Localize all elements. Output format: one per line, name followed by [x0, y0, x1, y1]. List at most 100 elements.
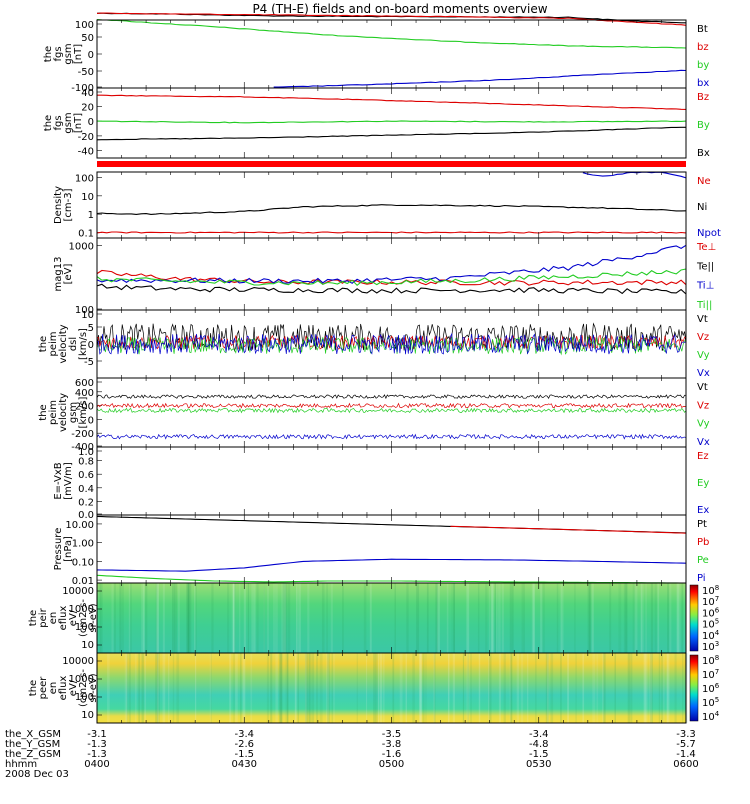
spectrogram-streak: [233, 583, 236, 653]
legend-entry: Ex: [697, 505, 709, 516]
series-line-Vx: [96, 332, 687, 355]
series-line-Vy: [96, 407, 687, 414]
x-axis-row-value: -3.8: [382, 739, 402, 750]
legend-entry: Ti⊥: [696, 281, 714, 292]
spectrogram-streak: [681, 583, 683, 653]
spectrogram-streak: [279, 653, 283, 723]
spectrogram-streak: [488, 653, 492, 723]
spectrogram-streak: [589, 583, 592, 653]
spectrogram-streak: [126, 653, 128, 723]
spectrogram-streak: [229, 653, 232, 723]
spectrogram-streak: [307, 583, 310, 653]
x-axis-row-label: the_Z_GSM: [5, 749, 61, 760]
spectrogram-streak: [155, 583, 158, 653]
y-axis-label-line: Density: [53, 186, 64, 224]
spectrogram-streak: [145, 583, 148, 653]
spectrogram-streak: [614, 653, 616, 723]
panel-frame: [96, 237, 687, 311]
legend-entry: Vt: [697, 314, 708, 325]
y-axis-label-line: fgs: [53, 115, 64, 130]
y-tick-label: 0.1: [78, 228, 94, 239]
spectrogram-streak: [111, 583, 114, 653]
spectrogram-streak: [641, 583, 644, 653]
spectrogram-streak: [527, 653, 529, 723]
spectrogram-streak: [392, 653, 395, 723]
legend-entry: Vy: [697, 419, 710, 430]
y-axis-label-line: en: [48, 612, 59, 625]
colorbar: [689, 654, 699, 722]
y-axis-label-line: eV/: [68, 679, 79, 696]
spectrogram-streak: [491, 583, 493, 653]
spectrogram-streak: [509, 653, 511, 723]
y-axis-label-line: peim: [48, 400, 59, 425]
spectrogram-streak: [603, 653, 606, 723]
y-tick-label: 200: [75, 402, 94, 413]
spectrogram-streak: [282, 583, 286, 653]
panel-frame: [96, 19, 687, 89]
y-tick-label: 10: [81, 640, 94, 651]
spectrogram-streak: [281, 583, 284, 653]
y-tick-label: 400: [75, 388, 94, 399]
spectrogram-streak: [545, 653, 549, 723]
spectrogram-streak: [174, 583, 177, 653]
spectrogram-streak: [247, 583, 249, 653]
spectrogram-streak: [279, 653, 283, 723]
y-axis-label: Pressure [nPa]: [53, 528, 74, 571]
spectrogram-streak: [453, 583, 455, 653]
spectrogram-streak: [369, 583, 372, 653]
series-line-Bz: [97, 94, 687, 110]
spectrogram-streak: [285, 653, 289, 723]
spectrogram-streak: [433, 653, 436, 723]
y-axis-label-line: [eV]: [63, 264, 74, 285]
colorbar-tick-label: 106: [702, 682, 720, 695]
spectrogram-streak: [114, 583, 116, 653]
series-line-Ti||: [96, 268, 687, 287]
x-axis-row-value: 0400: [84, 759, 109, 770]
spectrogram-streak: [235, 653, 238, 723]
spectrogram-streak: [575, 653, 577, 723]
spectrogram-streak: [567, 653, 570, 723]
spectrogram-streak: [162, 583, 165, 653]
spectrogram-streak: [677, 583, 681, 653]
spectrogram-streak: [451, 583, 453, 653]
panel-7: 1.00.8 0.6 0.4 0.2 0.0 Ez Ey Ex E=-VxB [mV/m]: [53, 446, 709, 521]
legend-entry: by: [697, 60, 709, 71]
y-tick-label: 0.4: [78, 484, 94, 495]
spectrogram-streak: [630, 653, 633, 723]
colorbar-tick-exponent: 4: [715, 710, 720, 718]
y-axis-label-line: Pressure: [53, 528, 64, 571]
x-axis-row-value: -1.6: [382, 749, 402, 760]
spectrogram-streak: [521, 583, 525, 653]
colorbar-tick-exponent: 6: [715, 682, 720, 690]
spectrogram-streak: [446, 583, 449, 653]
spectrogram-streak: [379, 653, 382, 723]
spectrogram-streak: [470, 653, 472, 723]
spectrogram-streak: [373, 653, 376, 723]
colorbar-tick-label: 103: [702, 640, 719, 653]
spectrogram-streak: [419, 653, 423, 723]
spectrogram-streak: [412, 653, 415, 723]
spectrogram-streak: [406, 583, 409, 653]
y-tick-label: 0.0: [78, 510, 94, 521]
spectrogram-streak: [275, 583, 278, 653]
panel-8: 10.00 1.00 0.10 0.01 Pt Pb Pe Pi Pressure [nPa]: [53, 514, 709, 587]
spectrogram-streak: [435, 583, 439, 653]
y-tick-label: 1000: [69, 604, 94, 615]
series-line-Npot: [582, 171, 687, 179]
x-axis-row-value: 0600: [673, 759, 698, 770]
spectrogram-streak: [122, 583, 124, 653]
series-line-Vt: [96, 394, 687, 400]
y-tick-label: 0.2: [78, 497, 94, 508]
y-tick-label: 0: [88, 50, 94, 61]
y-tick-label: -40: [78, 147, 94, 158]
spectrogram-streak: [426, 583, 429, 653]
spectrogram-streak: [510, 653, 512, 723]
y-tick-label: 1: [88, 210, 94, 221]
spectrogram-streak: [477, 583, 480, 653]
spectrogram-streak: [157, 653, 160, 723]
legend-entry: Ey: [697, 478, 709, 489]
y-tick-label: 10: [81, 192, 94, 203]
y-axis-label: mag13 [eV]: [53, 257, 74, 292]
spectrogram-streak: [294, 653, 297, 723]
series-line-Vx: [96, 433, 687, 440]
